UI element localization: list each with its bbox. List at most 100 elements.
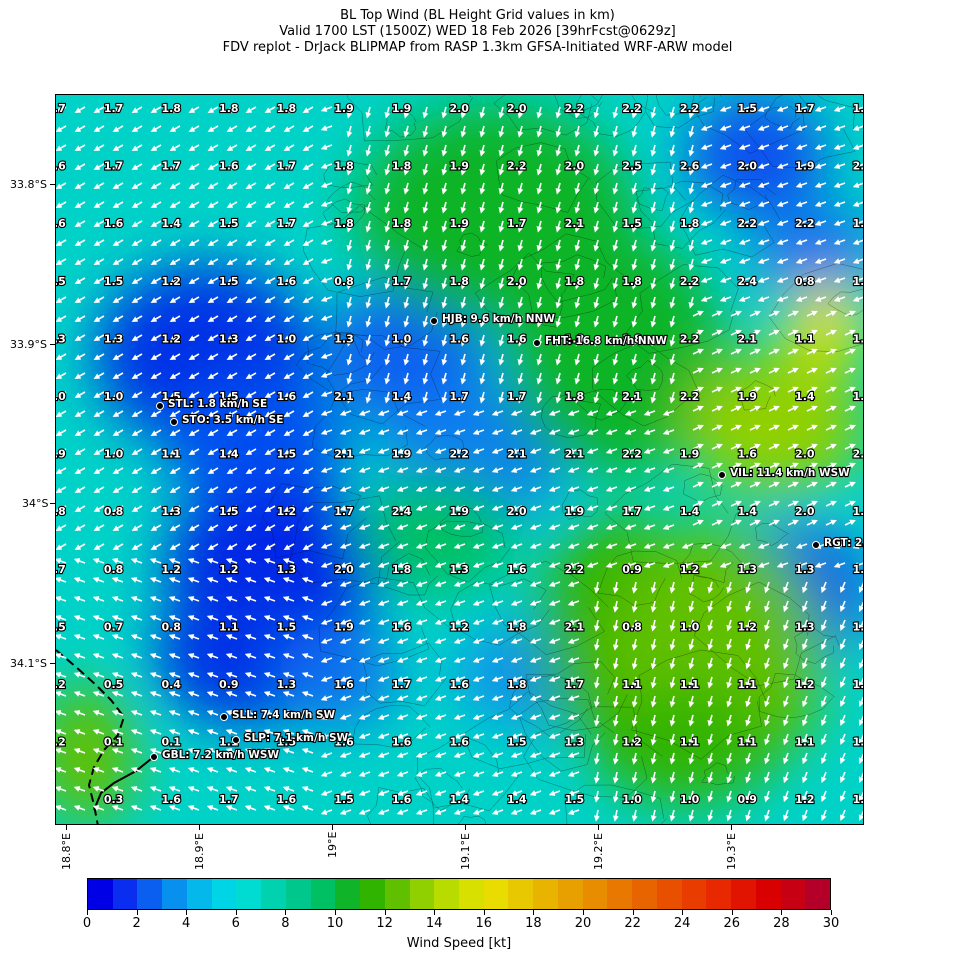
wind-arrow (612, 106, 619, 119)
contour-line (511, 233, 628, 320)
wind-arrow (226, 258, 238, 265)
grid-value: 2.1 (507, 448, 527, 461)
wind-arrow (150, 410, 162, 417)
wind-arrow (93, 334, 105, 341)
wind-arrow (131, 315, 143, 322)
wind-arrow (302, 125, 314, 132)
wind-arrow (757, 201, 770, 207)
grid-value: 1.3 (853, 678, 864, 691)
grid-value: 1.5 (565, 793, 585, 806)
colorbar-tick-label: 0 (82, 916, 92, 931)
wind-arrow (517, 277, 524, 290)
grid-value: 1.6 (334, 678, 354, 691)
wind-arrow (479, 182, 486, 195)
grid-value: 1.3 (104, 332, 124, 345)
wind-arrow (612, 391, 619, 404)
wind-arrow (453, 410, 466, 416)
wind-arrow (441, 296, 448, 309)
grid-value: 0.9 (219, 678, 239, 691)
wind-arrow (517, 106, 524, 119)
grid-value: 1.8 (565, 275, 585, 288)
wind-arrow (207, 353, 219, 360)
wind-arrow (738, 277, 751, 283)
grid-value: 1.8 (277, 102, 297, 115)
wind-arrow (169, 106, 181, 113)
wind-arrow (833, 144, 846, 150)
wind-arrow (384, 239, 391, 252)
wind-arrow (422, 144, 429, 157)
contour-line (738, 380, 776, 411)
grid-value: 1.1 (680, 736, 700, 749)
wind-arrow (74, 391, 86, 398)
wind-arrow (245, 220, 257, 227)
wind-arrow (593, 239, 600, 252)
wind-arrow (825, 367, 837, 374)
contour-line (457, 815, 487, 824)
wind-arrow (346, 258, 353, 271)
wind-arrow (795, 220, 808, 226)
wind-arrow (264, 410, 276, 417)
wind-arrow (536, 258, 543, 271)
wind-arrow (460, 315, 467, 328)
wind-arrow (283, 163, 295, 170)
wind-arrow (339, 410, 352, 416)
wind-arrow (384, 182, 391, 195)
wind-arrow (131, 258, 143, 265)
wind-arrow (555, 391, 562, 404)
wind-arrow (692, 386, 704, 393)
station-marker (220, 713, 228, 721)
wind-arrow (814, 125, 827, 131)
wind-arrow (719, 277, 732, 283)
wind-arrow (738, 220, 751, 226)
wind-arrow (852, 258, 863, 264)
wind-arrow (479, 163, 486, 176)
wind-arrow (498, 277, 505, 290)
wind-arrow (612, 372, 619, 385)
wind-arrow (245, 125, 257, 132)
grid-value: 0.1 (104, 736, 124, 749)
wind-arrow (112, 353, 124, 360)
contour-line (827, 289, 863, 317)
wind-arrow (441, 220, 448, 233)
grid-value: 1.9 (334, 620, 354, 633)
wind-arrow (833, 106, 846, 112)
wind-arrow (700, 125, 713, 131)
grid-value: 0.1 (161, 736, 181, 749)
grid-value: 2.2 (680, 275, 700, 288)
grid-value: 1.3 (449, 563, 469, 576)
wind-arrow (56, 296, 67, 303)
wind-arrow (403, 239, 410, 252)
wind-arrow (711, 329, 723, 336)
grid-value: 1.3 (277, 678, 297, 691)
grid-value: 1.9 (680, 448, 700, 461)
grid-value: 1.6 (277, 793, 297, 806)
wind-arrow (688, 220, 695, 233)
colorbar (87, 878, 831, 910)
wind-arrow (226, 201, 238, 208)
wind-arrow (536, 144, 543, 157)
wind-arrow (403, 353, 410, 366)
wind-arrow (74, 106, 86, 113)
wind-arrow (814, 201, 827, 207)
grid-value: 2.2 (507, 160, 527, 173)
wind-arrow (365, 391, 372, 404)
wind-arrow (593, 277, 600, 290)
grid-value: 1.7 (392, 275, 412, 288)
wind-arrow (631, 391, 638, 404)
wind-arrow (757, 220, 770, 226)
grid-value: 2.2 (565, 563, 585, 576)
wind-arrow (555, 334, 562, 347)
wind-arrow (226, 353, 238, 360)
wind-arrow (517, 201, 524, 214)
wind-arrow (586, 410, 599, 416)
wind-arrow (593, 106, 600, 119)
wind-arrow (207, 239, 219, 246)
wind-arrow (776, 182, 789, 188)
colorbar-tick (434, 910, 436, 915)
wind-arrow (669, 163, 676, 176)
wind-arrow (776, 258, 789, 264)
wind-arrow (226, 239, 238, 246)
wind-arrow (188, 296, 200, 303)
wind-arrow (593, 163, 600, 176)
station-label: FHT: 16.8 km/h NNW (545, 335, 667, 347)
